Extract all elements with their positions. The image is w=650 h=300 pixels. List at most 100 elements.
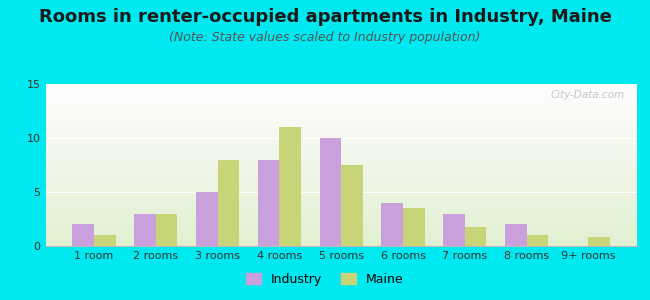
Bar bbox=[443, 214, 465, 246]
Bar bbox=[46, 154, 637, 155]
Bar bbox=[526, 235, 549, 246]
Bar bbox=[46, 87, 637, 89]
Bar bbox=[46, 112, 637, 113]
Bar bbox=[46, 207, 637, 209]
Bar bbox=[403, 208, 424, 246]
Bar bbox=[258, 160, 280, 246]
Bar bbox=[46, 202, 637, 204]
Bar bbox=[46, 175, 637, 176]
Bar bbox=[46, 194, 637, 196]
Bar bbox=[46, 212, 637, 214]
Bar bbox=[46, 147, 637, 149]
Bar bbox=[46, 186, 637, 188]
Bar bbox=[505, 224, 526, 246]
Bar bbox=[46, 178, 637, 180]
Bar bbox=[46, 91, 637, 92]
Bar bbox=[46, 223, 637, 225]
Bar bbox=[46, 231, 637, 233]
Bar bbox=[46, 139, 637, 141]
Bar bbox=[46, 121, 637, 123]
Bar bbox=[46, 131, 637, 133]
Bar bbox=[46, 236, 637, 238]
Bar bbox=[46, 137, 637, 139]
Bar bbox=[46, 164, 637, 165]
Bar bbox=[134, 214, 156, 246]
Bar bbox=[46, 150, 637, 152]
Bar bbox=[46, 220, 637, 222]
Bar bbox=[46, 129, 637, 131]
Bar bbox=[46, 233, 637, 235]
Bar bbox=[46, 99, 637, 100]
Bar bbox=[46, 204, 637, 206]
Bar bbox=[46, 92, 637, 94]
Bar bbox=[280, 127, 301, 246]
Bar bbox=[46, 155, 637, 157]
Bar bbox=[46, 217, 637, 218]
Text: City-Data.com: City-Data.com bbox=[551, 91, 625, 100]
Bar bbox=[46, 95, 637, 97]
Bar bbox=[46, 110, 637, 112]
Bar bbox=[46, 89, 637, 91]
Bar bbox=[46, 162, 637, 164]
Bar bbox=[46, 168, 637, 170]
Bar bbox=[196, 192, 218, 246]
Bar bbox=[46, 215, 637, 217]
Bar bbox=[46, 116, 637, 118]
Bar bbox=[46, 152, 637, 154]
Bar bbox=[46, 184, 637, 186]
Bar bbox=[46, 134, 637, 136]
Bar bbox=[46, 167, 637, 168]
Bar bbox=[46, 100, 637, 102]
Bar bbox=[46, 180, 637, 181]
Bar bbox=[46, 225, 637, 226]
Bar bbox=[46, 173, 637, 175]
Bar bbox=[46, 118, 637, 120]
Text: (Note: State values scaled to Industry population): (Note: State values scaled to Industry p… bbox=[169, 32, 481, 44]
Legend: Industry, Maine: Industry, Maine bbox=[241, 268, 409, 291]
Bar bbox=[46, 97, 637, 99]
Bar bbox=[46, 144, 637, 146]
Bar bbox=[46, 141, 637, 142]
Bar bbox=[46, 94, 637, 95]
Bar bbox=[46, 181, 637, 183]
Bar bbox=[46, 107, 637, 108]
Bar bbox=[382, 203, 403, 246]
Bar bbox=[46, 199, 637, 201]
Bar bbox=[46, 209, 637, 210]
Bar bbox=[46, 113, 637, 115]
Bar bbox=[46, 183, 637, 184]
Bar bbox=[341, 165, 363, 246]
Bar bbox=[46, 176, 637, 178]
Bar bbox=[46, 103, 637, 105]
Bar bbox=[72, 224, 94, 246]
Bar bbox=[46, 239, 637, 241]
Bar bbox=[46, 197, 637, 199]
Bar bbox=[46, 85, 637, 87]
Bar bbox=[46, 189, 637, 191]
Bar bbox=[46, 191, 637, 193]
Bar bbox=[46, 136, 637, 137]
Bar bbox=[46, 108, 637, 110]
Bar bbox=[46, 160, 637, 162]
Bar bbox=[46, 124, 637, 126]
Bar bbox=[46, 244, 637, 246]
Bar bbox=[588, 237, 610, 246]
Bar bbox=[46, 165, 637, 166]
Bar bbox=[46, 158, 637, 160]
Bar bbox=[46, 201, 637, 202]
Bar bbox=[46, 214, 637, 215]
Bar bbox=[46, 146, 637, 147]
Bar bbox=[94, 235, 116, 246]
Bar bbox=[46, 149, 637, 150]
Bar bbox=[46, 235, 637, 236]
Bar bbox=[46, 126, 637, 128]
Bar bbox=[46, 230, 637, 231]
Bar bbox=[46, 120, 637, 121]
Bar bbox=[46, 196, 637, 197]
Bar bbox=[465, 226, 486, 246]
Bar bbox=[46, 193, 637, 194]
Bar bbox=[46, 206, 637, 207]
Bar bbox=[46, 228, 637, 230]
Bar bbox=[46, 105, 637, 107]
Bar bbox=[46, 188, 637, 189]
